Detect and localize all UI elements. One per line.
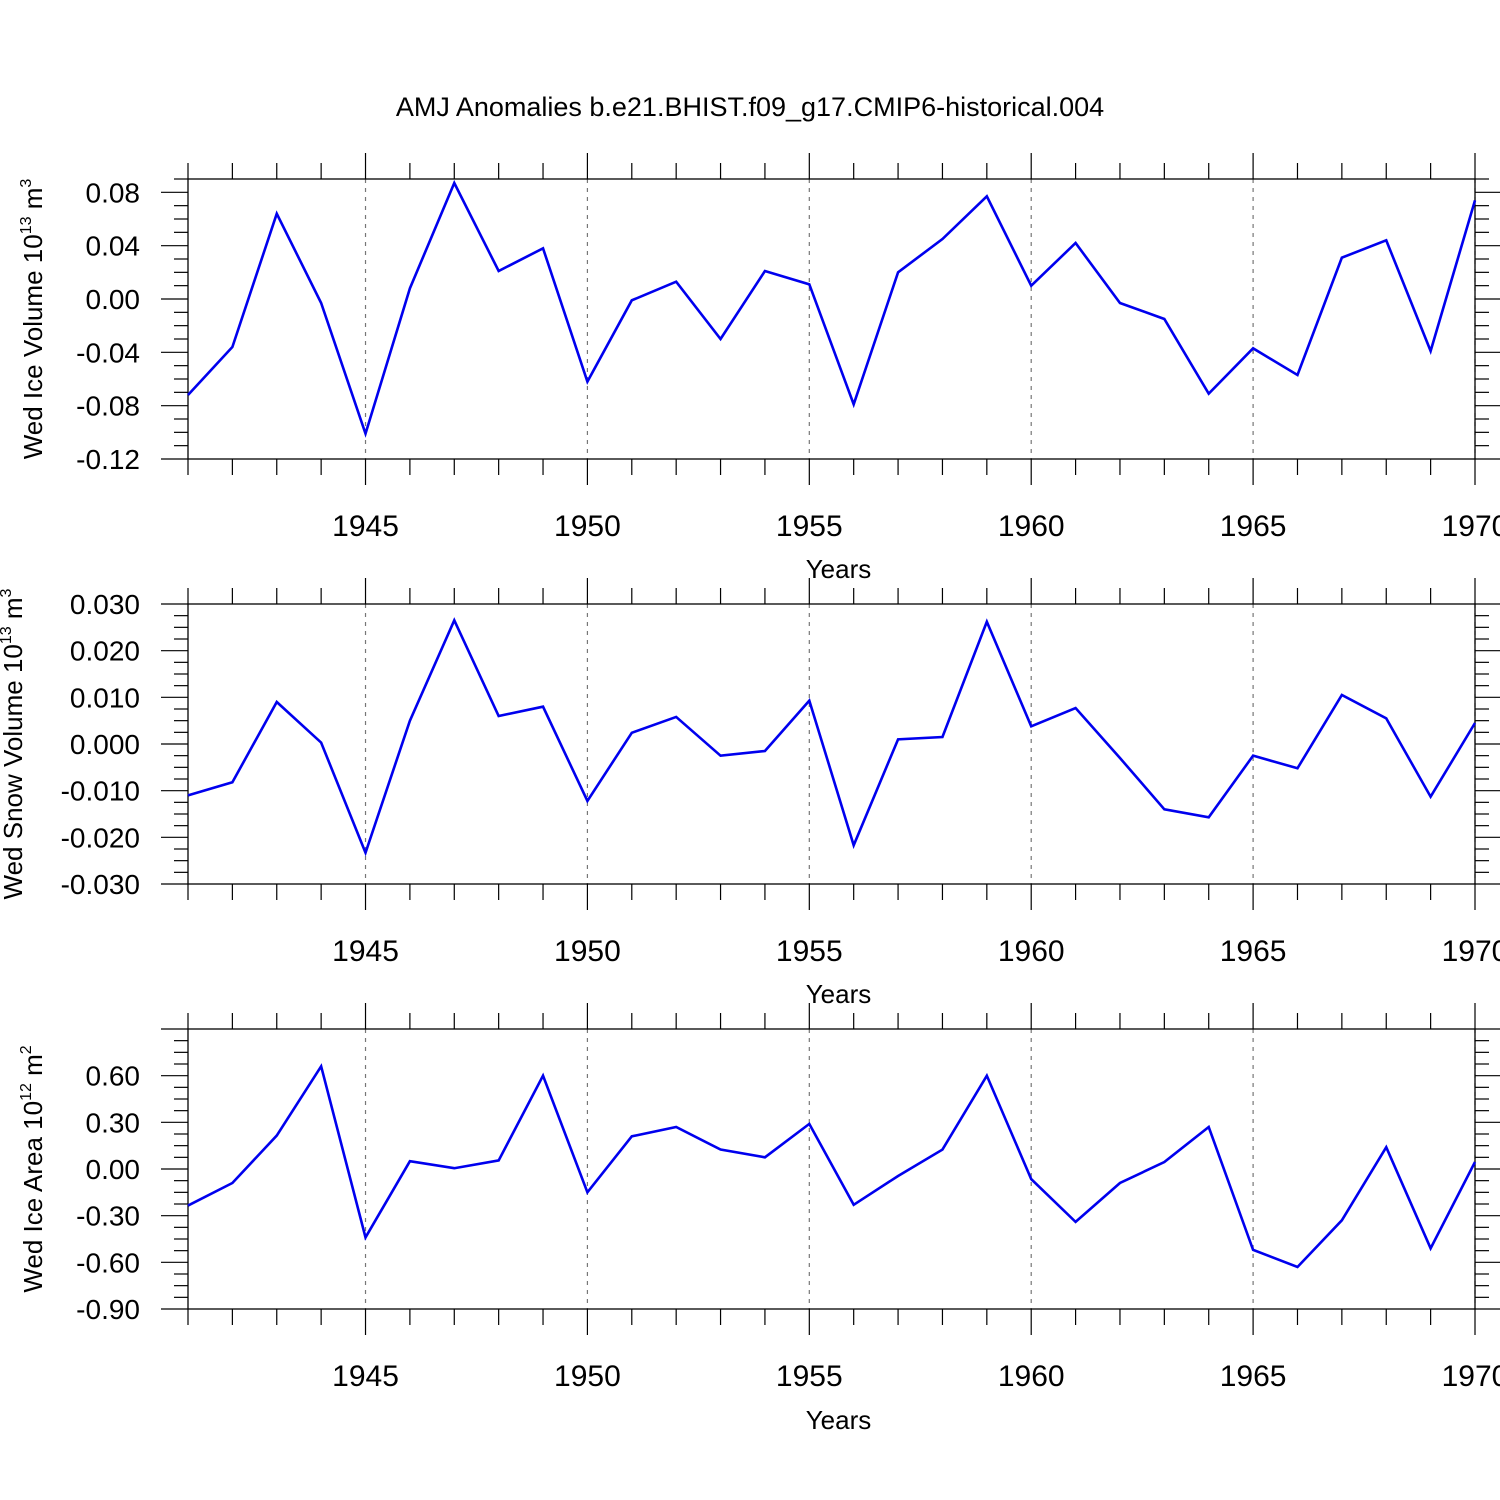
plot-frame [187, 178, 1476, 460]
y-axis-label: Wed Ice Volume 1013 m3 [18, 179, 48, 460]
y-ticks [161, 178, 1500, 460]
y-tick-label: -0.04 [76, 337, 140, 368]
x-tick-label: 1965 [1220, 935, 1287, 968]
y-tick-label: 0.60 [86, 1061, 141, 1092]
x-tick-label: 1965 [1220, 510, 1287, 543]
y-ticks [161, 1028, 1500, 1310]
x-tick-label: 1960 [998, 510, 1065, 543]
y-axis-label: Wed Snow Volume 1013 m3 [0, 588, 28, 899]
series-line [187, 179, 1477, 438]
y-tick-label: -0.030 [61, 869, 140, 900]
x-tick-label: 1955 [776, 1360, 843, 1393]
x-axis-label: Years [806, 1405, 872, 1435]
x-tick-label: 1960 [998, 935, 1065, 968]
x-tick-label: 1960 [998, 1360, 1065, 1393]
y-tick-label: -0.12 [76, 444, 140, 475]
plot-frame [187, 603, 1476, 885]
x-tick-label: 1950 [554, 510, 621, 543]
y-tick-label: 0.000 [70, 729, 140, 760]
y-ticks [161, 603, 1500, 885]
x-ticks [187, 153, 1476, 485]
y-tick-label: 0.00 [86, 284, 141, 315]
x-axis-label: Years [806, 554, 872, 584]
x-tick-label: 1945 [332, 1360, 399, 1393]
x-tick-label: 1950 [554, 935, 621, 968]
x-tick-label: 1945 [332, 935, 399, 968]
y-tick-label: 0.00 [86, 1154, 141, 1185]
y-tick-label: -0.020 [61, 822, 140, 853]
y-tick-label: 0.30 [86, 1107, 141, 1138]
x-tick-label: 1945 [332, 510, 399, 543]
x-ticks [187, 1003, 1476, 1335]
y-axis-label: Wed Ice Area 1012 m2 [18, 1045, 48, 1292]
plot-frame [187, 1028, 1476, 1310]
y-tick-label: -0.60 [76, 1247, 140, 1278]
y-tick-label: -0.010 [61, 776, 140, 807]
chart-title: AMJ Anomalies b.e21.BHIST.f09_g17.CMIP6-… [396, 92, 1104, 122]
y-tick-label: 0.020 [70, 636, 140, 667]
x-ticks [187, 578, 1476, 910]
y-tick-label: 0.04 [86, 231, 141, 262]
x-tick-label: 1955 [776, 935, 843, 968]
y-tick-label: -0.90 [76, 1294, 140, 1325]
x-tick-label: 1965 [1220, 1360, 1287, 1393]
x-tick-label: 1955 [776, 510, 843, 543]
series-line [187, 617, 1477, 857]
series-line [187, 1063, 1477, 1269]
x-tick-label: 1950 [554, 1360, 621, 1393]
y-tick-label: -0.30 [76, 1201, 140, 1232]
y-tick-label: 0.010 [70, 682, 140, 713]
y-tick-label: -0.08 [76, 391, 140, 422]
x-axis-label: Years [806, 979, 872, 1009]
y-tick-label: 0.08 [86, 177, 141, 208]
y-tick-label: 0.030 [70, 589, 140, 620]
